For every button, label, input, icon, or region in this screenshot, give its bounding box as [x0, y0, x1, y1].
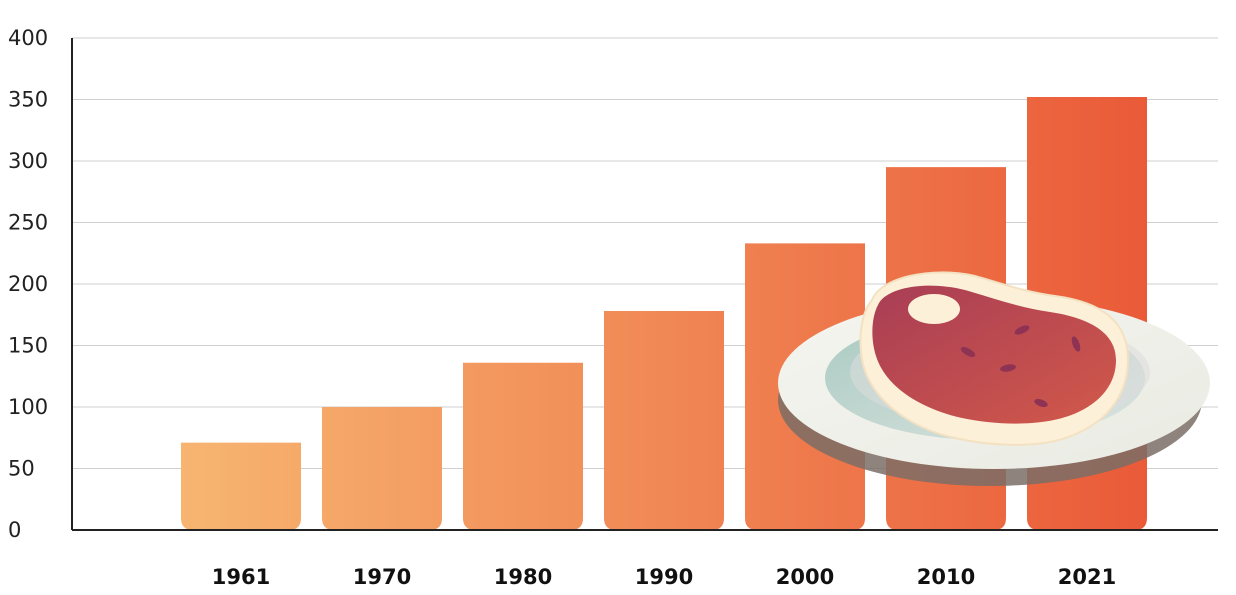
y-tick-label: 0 [8, 518, 21, 542]
x-tick-label: 1990 [635, 565, 693, 589]
y-tick-label: 300 [8, 149, 48, 173]
y-tick-label: 400 [8, 26, 48, 50]
y-tick-label: 200 [8, 272, 48, 296]
bar-1990 [604, 311, 724, 530]
x-tick-label: 2021 [1058, 565, 1116, 589]
x-tick-label: 1970 [353, 565, 411, 589]
x-tick-label: 2010 [917, 565, 975, 589]
steak-on-plate-icon [778, 271, 1210, 486]
x-tick-label: 2000 [776, 565, 834, 589]
x-axis-ticks: 1961 1970 1980 1990 2000 2010 2021 [212, 565, 1116, 589]
bar-1980 [463, 362, 583, 530]
y-tick-label: 50 [8, 457, 35, 481]
x-tick-label: 1961 [212, 565, 270, 589]
y-tick-label: 350 [8, 88, 48, 112]
y-tick-label: 250 [8, 211, 48, 235]
bar-1961 [181, 442, 301, 530]
x-tick-label: 1980 [494, 565, 552, 589]
y-tick-label: 100 [8, 395, 48, 419]
bar-1970 [322, 407, 442, 530]
y-tick-label: 150 [8, 334, 48, 358]
y-axis-ticks: 0 50 100 150 200 250 300 350 400 [8, 26, 48, 542]
